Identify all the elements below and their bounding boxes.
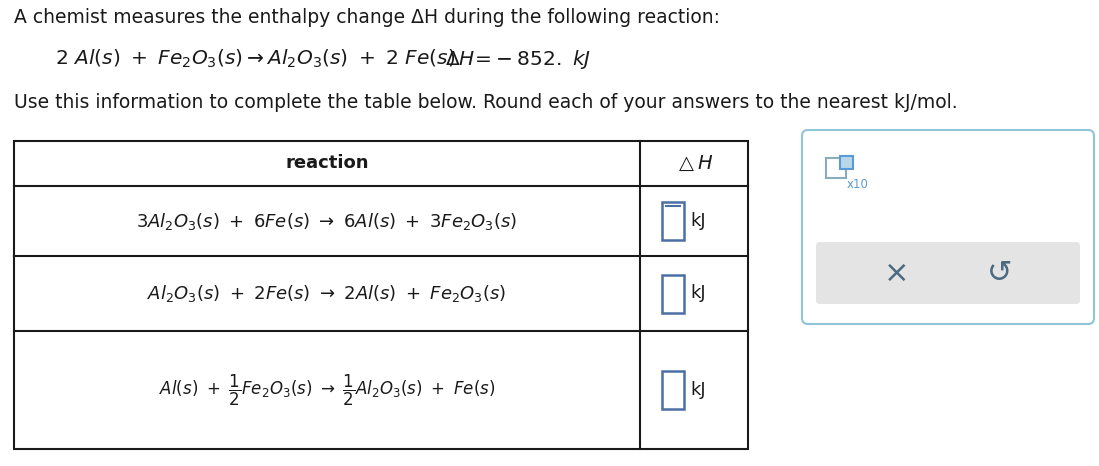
Bar [14,141,748,449]
Bar [662,274,684,313]
Text: kJ: kJ [690,285,706,302]
Text: Use this information to complete the table below. Round each of your answers to : Use this information to complete the tab… [14,93,957,112]
Text: A chemist measures the enthalpy change ΔH during the following reaction:: A chemist measures the enthalpy change Δ… [14,8,720,27]
Text: kJ: kJ [690,212,706,230]
Bar [826,158,846,178]
Text: $2\ \mathit{Al(s)}\ +\ \mathit{Fe_2O_3(s)}{\rightarrow}\mathit{Al_2O_3(s)}\ +\ 2: $2\ \mathit{Al(s)}\ +\ \mathit{Fe_2O_3(s… [55,48,455,70]
Text: $Al(s)\ +\ \dfrac{1}{2}Fe_2O_3(s)\ \rightarrow\ \dfrac{1}{2}Al_2O_3(s)\ +\ Fe(s): $Al(s)\ +\ \dfrac{1}{2}Fe_2O_3(s)\ \righ… [159,372,496,408]
Text: ↺: ↺ [987,259,1012,288]
Text: $3Al_2O_3(s)\ +\ 6Fe(s)\ \rightarrow\ 6Al(s)\ +\ 3Fe_2O_3(s)$: $3Al_2O_3(s)\ +\ 6Fe(s)\ \rightarrow\ 6A… [136,211,518,232]
Text: reaction: reaction [286,155,369,172]
Bar [662,202,684,240]
FancyBboxPatch shape [802,130,1094,324]
Text: $Al_2O_3(s)\ +\ 2Fe(s)\ \rightarrow\ 2Al(s)\ +\ Fe_2O_3(s)$: $Al_2O_3(s)\ +\ 2Fe(s)\ \rightarrow\ 2Al… [147,283,507,304]
Text: $\Delta H\!=\!-852.\ \mathit{kJ}$: $\Delta H\!=\!-852.\ \mathit{kJ}$ [445,48,591,71]
Text: x10: x10 [847,178,869,191]
Text: ×: × [884,259,910,288]
Text: kJ: kJ [690,381,706,399]
Text: $\triangle H$: $\triangle H$ [675,154,713,173]
FancyBboxPatch shape [815,242,1080,304]
Bar [840,156,853,169]
Bar [662,371,684,409]
